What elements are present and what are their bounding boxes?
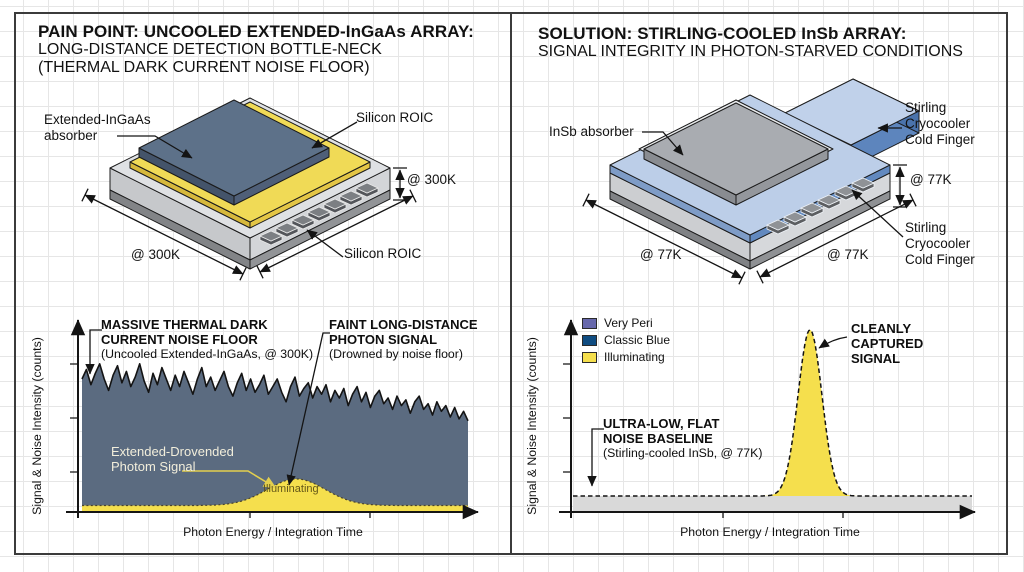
label-silicon-roic-top: Silicon ROIC [356,110,434,125]
label-dim-300k-width: @ 300K [131,247,180,262]
noise-note-arrow [85,329,102,375]
left-title-line1: PAIN POINT: UNCOOLED EXTENDED-InGaAs ARR… [38,22,474,41]
insb-leader-arrow [642,131,684,156]
left-title-line3: (THERMAL DARK CURRENT NOISE FLOOR) [38,59,370,76]
label-coldfinger-bottom: Stirling Cryocooler Cold Finger [905,220,975,267]
legend-item-illuminating: Illuminating [582,349,670,366]
right-x-axis-label: Photon Energy / Integration Time [680,525,860,539]
left-x-axis-label: Photon Energy / Integration Time [183,525,363,539]
baseline-note-arrow [587,428,604,487]
right-y-axis-label: Signal & Noise Intensity (counts) [525,337,539,515]
legend-item-very-peri: Very Peri [582,315,670,332]
chart-noise-floor [66,319,479,520]
label-dim-77k-height: @ 77K [910,172,952,187]
note-flat-baseline: ULTRA-LOW, FLAT NOISE BASELINE (Stirling… [603,416,763,460]
y-axis-ticks [563,363,571,473]
note-faint-signal: FAINT LONG-DISTANCE PHOTON SIGNAL (Drown… [329,317,478,362]
right-title-line1: SOLUTION: STIRLING-COOLED InSb ARRAY: [538,24,907,43]
label-dim-77k-width-right: @ 77K [827,247,869,262]
chip-illustration-insb [582,78,920,285]
width-dimension-ticks-right [256,189,417,279]
width-dimension-arrow-right [259,195,414,273]
buried-signal-leader-arrow [182,470,277,489]
label-insb-absorber: InSb absorber [549,124,634,139]
label-extended-ingaas-absorber: Extended-InGaAs absorber [44,112,151,143]
label-dim-300k-height: @ 300K [407,172,456,187]
absorber-leader-arrow [117,135,193,159]
note-cleanly-captured: CLEANLY CAPTURED SIGNAL [851,321,924,366]
roic-top-leader-arrow [311,121,358,149]
x-axis-ticks [249,512,371,518]
note-buried-signal: Extended-Drovended Photom Signal [111,444,234,474]
label-dim-77k-width-left: @ 77K [640,247,682,262]
width-dimension-ticks-left [582,193,746,285]
legend-item-classic-blue: Classic Blue [582,332,670,349]
label-silicon-roic-bottom: Silicon ROIC [344,246,422,261]
clean-signal-series [573,329,972,512]
bump-label-illuminating: Illuminating [263,483,319,495]
legend-swatch-illuminating [582,352,597,363]
legend-swatch-very-peri [582,318,597,329]
width-dimension-ticks-left [81,188,247,281]
signal-note-arrow [286,332,330,486]
left-panel-title: PAIN POINT: UNCOOLED EXTENDED-InGaAs ARR… [38,22,474,77]
label-coldfinger-top: Stirling Cryocooler Cold Finger [905,100,975,147]
left-title-line2: LONG-DISTANCE DETECTION BOTTLE-NECK [38,41,382,58]
clean-signal-arrow [818,336,848,349]
note-massive-noise: MASSIVE THERMAL DARK CURRENT NOISE FLOOR… [101,317,314,362]
x-axis-ticks [722,512,844,518]
width-dimension-arrow-left [84,194,244,275]
chart-clean-signal [559,319,976,520]
chart-legend: Very Peri Classic Blue Illuminating [582,315,670,366]
right-title-line2: SIGNAL INTEGRITY IN PHOTON-STARVED CONDI… [538,43,963,60]
left-y-axis-label: Signal & Noise Intensity (counts) [30,337,44,515]
legend-swatch-classic-blue [582,335,597,346]
panel-divider [510,12,512,555]
width-dimension-arrow-left [585,199,743,279]
y-axis-ticks [70,363,78,473]
insb-absorber-die [643,102,829,196]
width-dimension-ticks-right [756,193,917,284]
noise-floor-series [81,363,469,512]
width-dimension-arrow-right [759,199,914,278]
chip-illustration-ingaas [81,97,417,281]
right-panel-title: SOLUTION: STIRLING-COOLED InSb ARRAY: SI… [538,24,963,61]
